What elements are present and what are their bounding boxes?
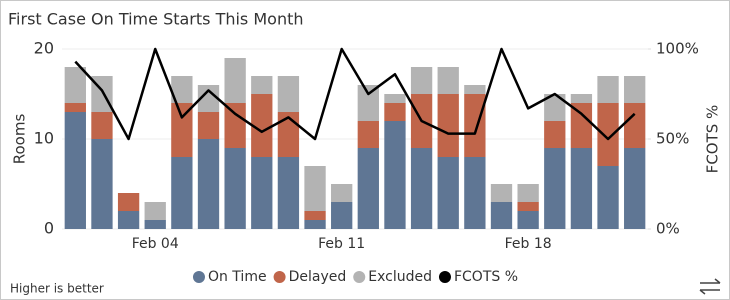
y2-tick-label: 50% [656,130,689,148]
bar-segment [357,148,379,229]
legend-marker [438,271,451,283]
bar-segment [357,121,379,148]
bar-segment [437,157,459,229]
bar-segment [384,103,406,121]
y2-axis-title: FCOTS % [704,105,722,174]
legend-label: Excluded [368,269,432,285]
bar-segment [224,58,246,103]
y-tick-label: 10 [34,129,54,148]
y-tick-label: 0 [44,219,54,238]
bar-segment [304,220,326,229]
bar-segment [384,121,406,229]
bar-segment [437,94,459,157]
bar-segment [64,112,86,229]
legend-label: On Time [208,269,267,285]
y-axis-title: Rooms [11,114,29,165]
bar-segment [277,157,300,229]
bar-segment [490,184,513,202]
bar-segment [251,76,273,94]
bar-segment [224,103,246,148]
bar-segment [304,211,326,220]
bar-segment [464,85,486,94]
legend-label: FCOTS % [454,269,518,285]
bar-segment [410,67,433,94]
bar-segment [437,67,459,94]
bar-segment [197,112,220,139]
bar-segment [171,76,193,103]
x-tick-label: Feb 18 [505,236,552,252]
y2-tick-label: 100% [656,40,699,58]
focus-icon[interactable] [699,278,721,295]
legend-marker [353,271,366,283]
bar-segment [144,202,166,220]
legend-marker [273,271,286,283]
bar-segment [64,103,86,112]
bar-segment [331,184,353,202]
bar-segment [91,139,113,229]
bar-segment [490,202,513,229]
bar-segment [624,76,646,103]
bar-segment [570,103,593,148]
bar-segment [597,76,619,103]
bar-segment [197,139,220,229]
bar-segment [517,184,539,202]
bar-segment [624,148,646,229]
bar-segment [624,103,646,148]
bar-segment [91,112,113,139]
bar-segment [197,85,220,112]
bar-segment [517,211,539,229]
x-tick-label: Feb 04 [132,236,179,252]
y2-tick-label: 0% [656,220,680,238]
bar-segment [597,103,619,166]
bar-segment [384,94,406,103]
bar-segment [544,148,566,229]
annotation: Higher is better [10,282,104,296]
bar-segment [570,94,593,103]
x-tick-label: Feb 11 [318,236,365,252]
legend-label: Delayed [289,269,347,285]
bar-segment [171,157,193,229]
bar-segment [251,94,273,157]
fcots-line [74,47,636,141]
bar-segment [304,166,326,211]
bar-segment [117,193,140,211]
bar-segment [117,211,140,229]
bar-segment [331,202,353,229]
bar-segment [251,157,273,229]
bar-segment [597,166,619,229]
bar-segment [464,94,486,157]
bar-segment [64,67,86,103]
bar-segment [544,121,566,148]
bar-segment [517,202,539,211]
bar-segment [277,76,300,112]
bar-segment [144,220,166,229]
y-tick-label: 20 [34,39,54,58]
bar-segment [570,148,593,229]
bar-segment [410,148,433,229]
bar-segment [464,157,486,229]
bar-segment [357,85,379,121]
legend-marker [192,271,205,283]
bar-segment [224,148,246,229]
bar-segment [171,103,193,157]
chart-title: First Case On Time Starts This Month [8,10,304,29]
bar-segment [544,94,566,121]
